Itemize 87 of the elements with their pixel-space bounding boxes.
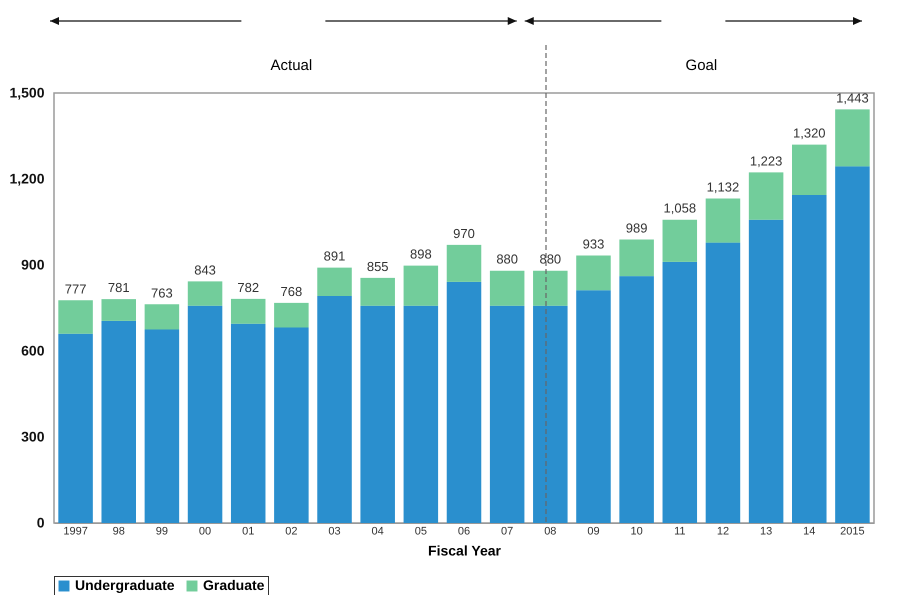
bar [490, 306, 524, 523]
y-tick-label: 300 [21, 428, 45, 444]
bar [706, 242, 740, 523]
bar [748, 220, 784, 523]
total-label: 1,132 [706, 179, 740, 194]
bar [274, 327, 309, 523]
bar [274, 302, 309, 328]
total-label: 763 [151, 285, 173, 300]
total-label: 781 [108, 280, 130, 296]
total-label: 898 [410, 246, 432, 262]
x-tick-label: 14 [803, 526, 816, 538]
bar [360, 278, 395, 306]
bar [576, 256, 611, 290]
legend-label: Undergraduate [75, 577, 175, 593]
bar [576, 290, 611, 523]
bar [446, 244, 482, 282]
bar [58, 300, 93, 334]
total-label: 1,443 [836, 90, 869, 106]
bar [101, 320, 136, 523]
x-tick-label: 11 [674, 526, 686, 538]
x-tick-label: 02 [285, 526, 298, 538]
total-label: 855 [366, 258, 389, 274]
y-tick-label: 600 [21, 342, 45, 358]
x-tick-label: 00 [198, 526, 212, 538]
bar [490, 270, 524, 306]
text: Goal [686, 57, 718, 74]
bar [404, 306, 438, 523]
total-label: 933 [582, 236, 604, 252]
total-label: 843 [194, 262, 216, 278]
x-tick-label: 09 [587, 526, 600, 538]
total-label: 782 [237, 280, 260, 295]
x-tick-label: 12 [716, 526, 730, 538]
bar [317, 268, 352, 296]
y-tick-label: 1,200 [9, 170, 45, 186]
bar [619, 276, 654, 523]
x-tick-label: 13 [760, 526, 772, 538]
total-label: 1,223 [750, 153, 782, 168]
total-label: 1,058 [664, 200, 696, 216]
bar [619, 239, 654, 276]
x-tick-label: 03 [328, 526, 341, 538]
x-tick-label: 07 [501, 526, 514, 538]
y-tick-label: 900 [21, 256, 45, 272]
bar [835, 166, 870, 523]
legend-label: Graduate [203, 577, 265, 593]
x-tick-label: 1997 [63, 526, 88, 538]
x-tick-label: 99 [156, 526, 168, 538]
bar [58, 334, 93, 523]
x-tick-label: 04 [372, 526, 384, 538]
total-label: 880 [539, 252, 562, 267]
bar [188, 281, 222, 306]
bar [748, 172, 784, 220]
bar [792, 144, 827, 196]
total-label: 989 [626, 220, 648, 236]
bar [188, 306, 222, 523]
bar [533, 306, 568, 523]
bar [662, 220, 698, 262]
bar [230, 324, 266, 523]
total-label: 891 [324, 248, 346, 264]
bar [144, 330, 180, 523]
total-label: 880 [496, 252, 518, 267]
bar [144, 304, 180, 330]
bar [360, 306, 395, 523]
x-tick-label: 10 [630, 526, 643, 538]
x-tick-label: 05 [414, 526, 427, 538]
bar [662, 262, 698, 523]
bar [706, 198, 740, 243]
bar [230, 298, 266, 324]
x-tick-label: 08 [544, 526, 556, 538]
bar [404, 266, 438, 306]
x-tick-label: 01 [242, 526, 254, 538]
x-axis-title: Fiscal Year [428, 542, 502, 558]
bar [533, 270, 568, 306]
total-label: 768 [280, 284, 302, 299]
bar [446, 282, 482, 523]
total-label: 970 [453, 226, 475, 241]
bar [101, 299, 136, 321]
bar [792, 195, 827, 523]
y-tick-label: 1,500 [9, 84, 45, 100]
x-tick-label: 2015 [840, 526, 865, 538]
total-label: 1,320 [792, 126, 826, 141]
y-tick-label: 0 [36, 514, 45, 530]
total-label: 777 [64, 281, 86, 296]
text: Actual [270, 57, 312, 74]
x-tick-label: 06 [458, 526, 470, 538]
x-tick-label: 98 [112, 526, 125, 538]
bar [835, 109, 870, 166]
bar [317, 296, 352, 523]
